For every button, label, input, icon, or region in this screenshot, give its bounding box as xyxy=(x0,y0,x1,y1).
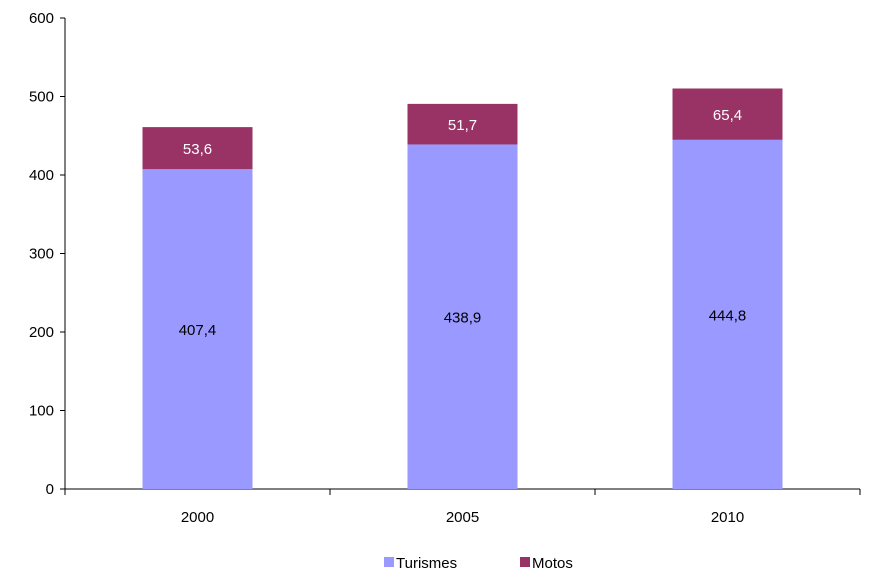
bars xyxy=(142,88,783,490)
bar-motos-2010 xyxy=(672,88,783,140)
x-tick-label: 2000 xyxy=(181,509,214,526)
x-tick-label: 2005 xyxy=(446,509,479,526)
y-tick-label: 600 xyxy=(29,10,54,27)
bar-turismes-2010 xyxy=(672,139,783,489)
legend-label-motos: Motos xyxy=(532,555,573,572)
data-label-turismes-2005: 438,9 xyxy=(444,310,482,327)
legend-label-turismes: Turismes xyxy=(396,555,457,572)
legend-swatch-turismes xyxy=(384,557,394,567)
y-tick-label: 500 xyxy=(29,89,54,106)
data-labels: 407,4 53,6 438,9 51,7 444,8 65,4 xyxy=(179,107,747,339)
y-tick-label: 400 xyxy=(29,167,54,184)
legend-swatch-motos xyxy=(520,557,530,567)
data-label-turismes-2000: 407,4 xyxy=(179,322,217,339)
y-tick-label: 100 xyxy=(29,403,54,420)
data-label-motos-2010: 65,4 xyxy=(713,107,742,124)
x-tick-label: 2010 xyxy=(711,509,744,526)
data-label-motos-2000: 53,6 xyxy=(183,141,212,158)
data-label-motos-2005: 51,7 xyxy=(448,117,477,134)
bar-motos-2000 xyxy=(142,127,253,170)
y-tick-label: 200 xyxy=(29,324,54,341)
legend: Turismes Motos xyxy=(384,555,573,572)
bar-turismes-2000 xyxy=(142,169,253,490)
y-tick-label: 0 xyxy=(46,481,54,498)
axes: 0 100 200 300 400 500 600 2000 2005 2010 xyxy=(29,10,861,526)
bar-motos-2005 xyxy=(407,103,518,145)
data-label-turismes-2010: 444,8 xyxy=(709,307,747,324)
y-tick-label: 300 xyxy=(29,246,54,263)
bar-turismes-2005 xyxy=(407,144,518,489)
